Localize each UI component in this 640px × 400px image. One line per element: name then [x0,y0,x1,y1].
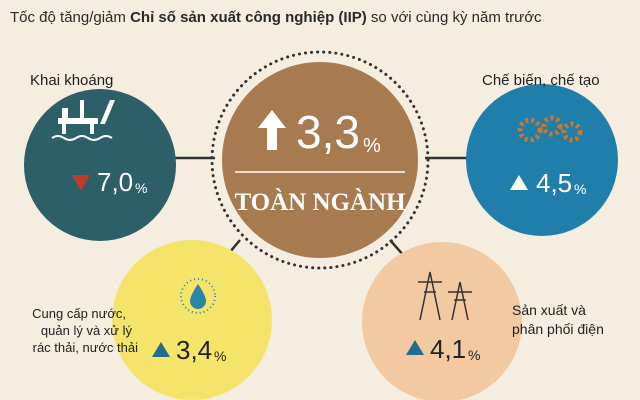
title-part: so với cùng kỳ năm trước [367,9,542,26]
node-unit: % [214,348,226,364]
node-label: Sản xuất và [512,302,586,318]
gears-icon [517,115,583,143]
node-label: quản lý và xử lý [41,323,133,338]
up-triangle [152,342,170,357]
mining-icon [51,100,115,141]
down-triangle [72,175,90,191]
node-unit: % [468,347,480,363]
node-label: Chế biến, chế tạo [482,72,600,89]
title-part: Chỉ số sản xuất công nghiệp (IIP) [130,9,367,26]
node-value: 4,5 [536,168,572,198]
center-label: TOÀN NGÀNH [234,188,406,216]
node-unit: % [135,180,147,196]
node-label: Cung cấp nước, [32,306,126,321]
node-circle [362,242,522,400]
node-circle [112,240,272,400]
center-ring [210,50,430,270]
node-label: phân phối điện [512,321,604,337]
center-value: 3,3 [296,106,360,158]
node-label: rác thải, nước thải [33,340,138,355]
drop-ring [180,278,216,314]
node-circle [466,84,618,236]
node-value: 3,4 [176,335,212,365]
center-circle [222,62,418,258]
node-value: 4,1 [430,334,466,364]
title: Tốc độ tăng/giảm Chỉ số sản xuất công ng… [10,9,542,26]
node-circle [24,89,176,241]
drop-icon [190,284,206,309]
center-unit: % [363,135,381,157]
node-label: Khai khoáng [30,72,113,89]
up-triangle [510,175,528,190]
tower-icon [418,271,472,321]
title-part: Tốc độ tăng/giảm [10,9,130,26]
node-unit: % [574,181,586,197]
up-arrow [258,110,286,150]
up-triangle [406,340,424,355]
node-value: 7,0 [97,167,133,197]
